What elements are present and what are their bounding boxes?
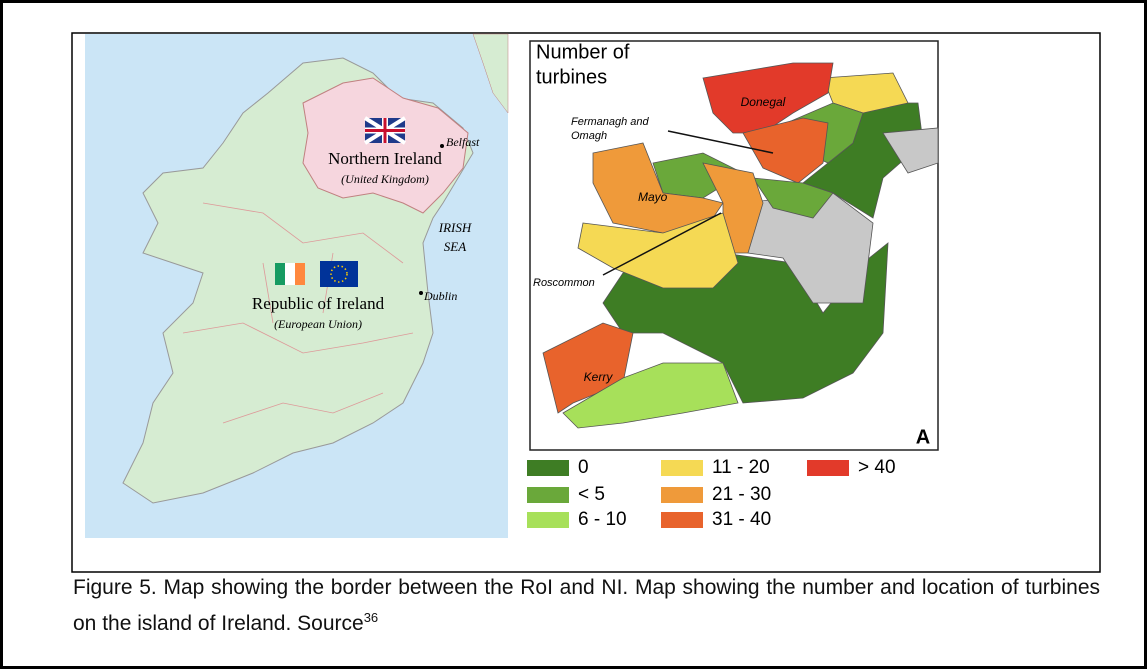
city-dot <box>419 291 423 295</box>
region-label: Omagh <box>571 130 607 142</box>
city-dot <box>440 144 444 148</box>
legend-swatch <box>661 460 703 476</box>
leader-line <box>602 212 722 276</box>
panel-letter: A <box>916 426 930 448</box>
legend-label: < 5 <box>578 484 605 505</box>
ireland-flag <box>275 263 305 285</box>
region-label: Kerry <box>584 370 614 384</box>
caption-superscript: 36 <box>363 610 379 625</box>
legend-label: 21 - 30 <box>712 484 771 505</box>
legend-swatch <box>527 512 569 528</box>
region-label: Fermanagh and <box>571 116 650 128</box>
counties <box>542 62 939 429</box>
great-britain <box>472 33 509 114</box>
figure: Northern Ireland (United Kingdom) Belfas… <box>71 32 1101 573</box>
legend-swatch <box>527 460 569 476</box>
caption: Figure 5. Map showing the border between… <box>73 573 1100 639</box>
legend-label: 6 - 10 <box>578 509 627 530</box>
region-label: Roscommon <box>533 277 595 289</box>
legend-label: 11 - 20 <box>712 457 770 478</box>
roi-label: Republic of Ireland <box>252 294 385 313</box>
ni-label: Northern Ireland <box>328 149 442 168</box>
legend-label: 31 - 40 <box>712 509 771 530</box>
sea-label: SEA <box>444 239 466 254</box>
legend-swatch <box>661 487 703 503</box>
northern-ireland <box>302 77 469 214</box>
roi-sub: (European Union) <box>274 317 362 331</box>
map-title: Number of <box>536 41 630 63</box>
caption-text: Figure 5. Map showing the border between… <box>73 576 1100 635</box>
map-title: turbines <box>536 66 607 88</box>
legend-swatch <box>807 460 849 476</box>
legend-swatch <box>661 512 703 528</box>
eu-flag <box>320 261 358 287</box>
legend-swatch <box>527 487 569 503</box>
figure-frame <box>71 32 1101 573</box>
legend-label: 0 <box>578 457 589 478</box>
uk-flag <box>363 116 407 145</box>
county-borders <box>182 202 414 424</box>
sea-label: IRISH <box>438 220 472 235</box>
region-label: Donegal <box>741 95 786 109</box>
region-label: Mayo <box>638 190 668 204</box>
belfast-label: Belfast <box>446 135 480 149</box>
leader-line <box>667 130 774 154</box>
dublin-label: Dublin <box>423 289 457 303</box>
legend: 0 < 5 6 - 10 11 - 20 21 - 30 31 - 40 > 40 <box>527 457 896 530</box>
legend-label: > 40 <box>858 457 896 478</box>
ni-sub: (United Kingdom) <box>341 172 429 186</box>
